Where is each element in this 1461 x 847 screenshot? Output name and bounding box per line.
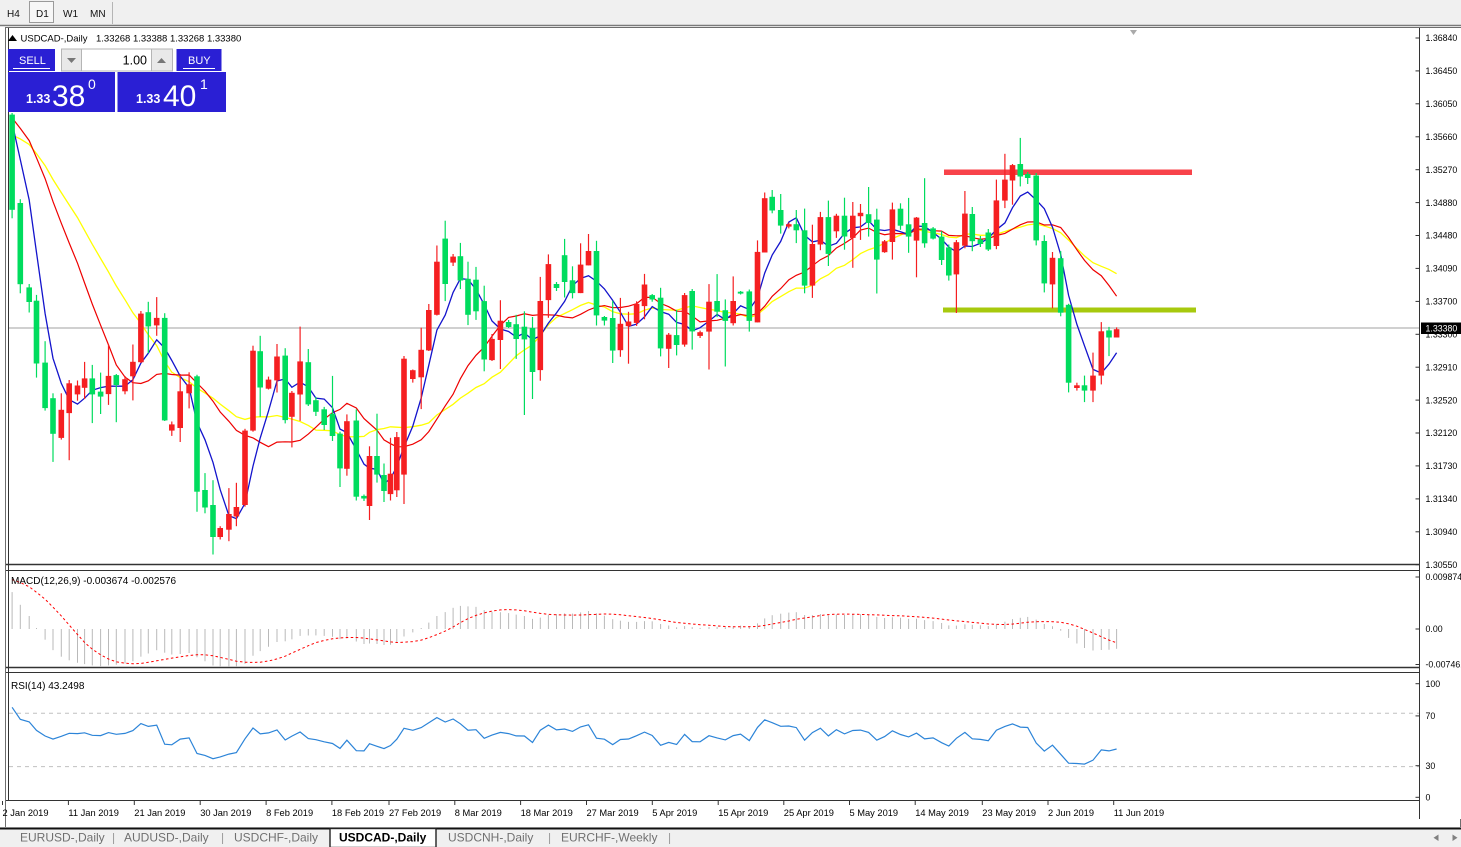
svg-text:1.33700: 1.33700: [1426, 297, 1458, 307]
svg-text:18 Feb 2019: 18 Feb 2019: [332, 808, 384, 818]
svg-text:11 Jun 2019: 11 Jun 2019: [1114, 808, 1165, 818]
svg-text:1.33268 1.33388 1.33268 1.3338: 1.33268 1.33388 1.33268 1.33380: [96, 34, 241, 45]
svg-text:SELL: SELL: [19, 55, 46, 67]
svg-text:D1: D1: [36, 9, 49, 20]
svg-text:0.009874: 0.009874: [1426, 572, 1461, 582]
svg-text:EURCHF-,Weekly: EURCHF-,Weekly: [561, 831, 657, 845]
svg-text:H4: H4: [7, 9, 20, 20]
svg-text:11 Jan 2019: 11 Jan 2019: [68, 808, 119, 818]
svg-text:MN: MN: [90, 9, 106, 20]
svg-text:AUDUSD-,Daily: AUDUSD-,Daily: [124, 831, 209, 845]
svg-text:1.32120: 1.32120: [1426, 428, 1458, 438]
svg-text:USDCAD-,Daily: USDCAD-,Daily: [339, 831, 427, 845]
svg-text:USDCAD-,Daily: USDCAD-,Daily: [21, 34, 88, 45]
svg-text:8 Mar 2019: 8 Mar 2019: [455, 808, 502, 818]
svg-text:8 Feb 2019: 8 Feb 2019: [266, 808, 313, 818]
svg-text:1.00: 1.00: [123, 54, 147, 68]
svg-text:W1: W1: [63, 9, 78, 20]
svg-text:1.32520: 1.32520: [1426, 395, 1458, 405]
svg-text:1.35660: 1.35660: [1426, 132, 1458, 142]
svg-text:1.31730: 1.31730: [1426, 461, 1458, 471]
svg-text:40: 40: [163, 80, 196, 113]
svg-text:0: 0: [1426, 793, 1431, 803]
svg-text:30 Jan 2019: 30 Jan 2019: [200, 808, 251, 818]
svg-text:1.30550: 1.30550: [1426, 560, 1458, 570]
svg-text:100: 100: [1426, 679, 1441, 689]
svg-text:|: |: [668, 831, 671, 845]
svg-text:27 Mar 2019: 27 Mar 2019: [587, 808, 639, 818]
svg-text:|: |: [548, 831, 551, 845]
svg-text:1.36050: 1.36050: [1426, 99, 1458, 109]
svg-text:1: 1: [200, 76, 208, 92]
svg-text:1.33: 1.33: [136, 92, 160, 106]
svg-text:MACD(12,26,9) -0.003674 -0.002: MACD(12,26,9) -0.003674 -0.002576: [11, 576, 177, 587]
svg-text:25 Apr 2019: 25 Apr 2019: [784, 808, 834, 818]
svg-text:USDCHF-,Daily: USDCHF-,Daily: [234, 831, 318, 845]
svg-text:70: 70: [1426, 711, 1436, 721]
svg-text:1.36840: 1.36840: [1426, 33, 1458, 43]
svg-text:5 May 2019: 5 May 2019: [850, 808, 899, 818]
svg-text:USDCNH-,Daily: USDCNH-,Daily: [448, 831, 533, 845]
svg-text:1.35270: 1.35270: [1426, 165, 1458, 175]
svg-text:1.32910: 1.32910: [1426, 362, 1458, 372]
svg-text:0.00: 0.00: [1426, 624, 1443, 634]
svg-text:15 Apr 2019: 15 Apr 2019: [718, 808, 768, 818]
svg-text:1.33: 1.33: [26, 92, 50, 106]
svg-text:1.34880: 1.34880: [1426, 198, 1458, 208]
svg-text:27 Feb 2019: 27 Feb 2019: [389, 808, 441, 818]
svg-text:RSI(14) 43.2498: RSI(14) 43.2498: [11, 681, 85, 692]
svg-text:|: |: [221, 831, 224, 845]
svg-text:EURUSD-,Daily: EURUSD-,Daily: [20, 831, 105, 845]
svg-text:1.31340: 1.31340: [1426, 494, 1458, 504]
svg-text:21 Jan 2019: 21 Jan 2019: [134, 808, 185, 818]
svg-text:1.33300: 1.33300: [1426, 330, 1458, 340]
svg-text:1.36450: 1.36450: [1426, 66, 1458, 76]
svg-text:1.34480: 1.34480: [1426, 231, 1458, 241]
svg-text:2 Jun 2019: 2 Jun 2019: [1048, 808, 1094, 818]
svg-text:14 May 2019: 14 May 2019: [915, 808, 969, 818]
svg-text:18 Mar 2019: 18 Mar 2019: [521, 808, 573, 818]
svg-text:5 Apr 2019: 5 Apr 2019: [652, 808, 697, 818]
svg-text:2 Jan 2019: 2 Jan 2019: [3, 808, 49, 818]
svg-text:|: |: [112, 831, 115, 845]
svg-text:0: 0: [88, 76, 96, 92]
svg-text:-0.0074612: -0.0074612: [1426, 660, 1461, 670]
svg-text:30: 30: [1426, 761, 1436, 771]
svg-text:1.30940: 1.30940: [1426, 527, 1458, 537]
svg-text:38: 38: [52, 80, 85, 113]
svg-text:1.34090: 1.34090: [1426, 264, 1458, 274]
svg-text:BUY: BUY: [188, 55, 211, 67]
svg-text:23 May 2019: 23 May 2019: [982, 808, 1036, 818]
svg-text:1.33380: 1.33380: [1426, 324, 1458, 334]
